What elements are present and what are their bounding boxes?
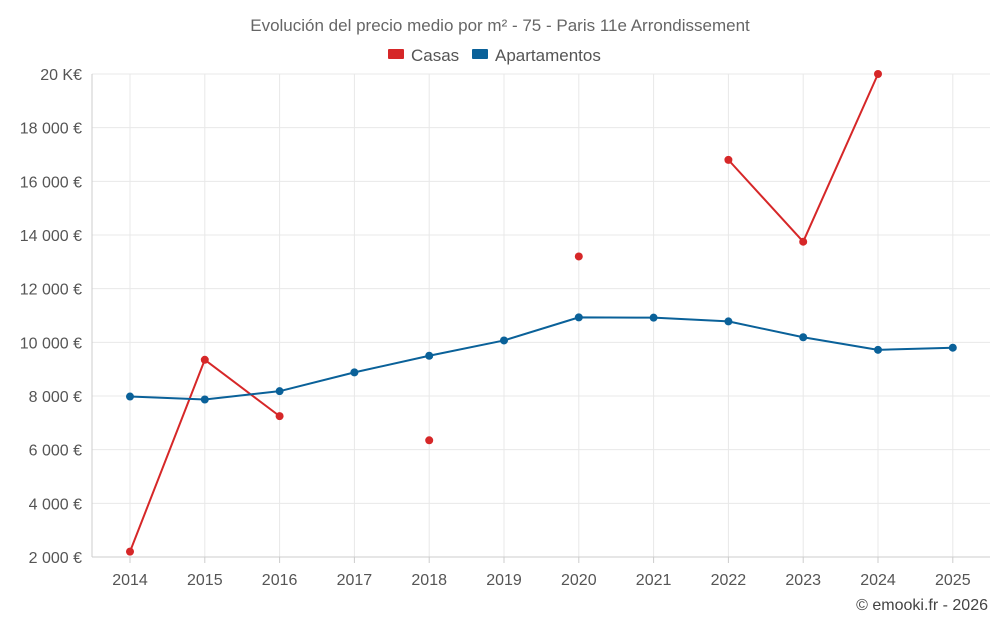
data-point-apartamentos-2016[interactable]	[275, 387, 284, 396]
data-point-apartamentos-2024[interactable]	[874, 345, 882, 354]
x-tick-label: 2024	[860, 572, 896, 589]
legend-label-apartamentos[interactable]: Apartamentos	[495, 46, 601, 65]
x-tick-label: 2022	[711, 572, 747, 589]
legend-label-casas[interactable]: Casas	[411, 46, 459, 65]
data-point-apartamentos-2018[interactable]	[425, 351, 434, 360]
y-tick-label: 2 000 €	[29, 550, 82, 567]
x-tick-label: 2018	[411, 572, 447, 589]
data-point-casas-2018[interactable]	[425, 436, 434, 445]
data-point-apartamentos-2023[interactable]	[799, 333, 808, 342]
x-tick-label: 2021	[636, 572, 672, 589]
series-casas	[126, 70, 882, 556]
y-tick-label: 18 000 €	[20, 121, 82, 138]
y-tick-label: 12 000 €	[20, 282, 82, 299]
data-point-casas-2015[interactable]	[200, 355, 209, 364]
data-point-apartamentos-2022[interactable]	[724, 317, 733, 326]
data-point-apartamentos-2025[interactable]	[948, 343, 957, 352]
chart-title: Evolución del precio medio por m² - 75 -…	[250, 16, 750, 35]
y-tick-label: 16 000 €	[20, 174, 82, 191]
series-apartamentos	[126, 313, 957, 404]
x-tick-label: 2016	[262, 572, 298, 589]
legend-swatch-casas[interactable]	[388, 49, 404, 59]
y-tick-label: 6 000 €	[29, 443, 82, 460]
x-tick-label: 2015	[187, 572, 223, 589]
data-point-casas-2022[interactable]	[724, 155, 733, 164]
data-point-apartamentos-2020[interactable]	[574, 313, 583, 322]
data-point-apartamentos-2015[interactable]	[200, 395, 209, 404]
data-point-casas-2023[interactable]	[799, 237, 808, 246]
y-tick-label: 4 000 €	[29, 496, 82, 513]
data-point-apartamentos-2017[interactable]	[350, 368, 359, 377]
x-tick-label: 2019	[486, 572, 522, 589]
data-point-casas-2024[interactable]	[874, 70, 882, 78]
legend: Casas Apartamentos	[388, 46, 601, 65]
x-tick-label: 2014	[112, 572, 148, 589]
series-line-apartamentos	[129, 316, 954, 401]
series	[126, 70, 957, 556]
legend-swatch-apartamentos[interactable]	[472, 49, 488, 59]
data-point-apartamentos-2021[interactable]	[649, 313, 658, 322]
y-tick-label: 10 000 €	[20, 335, 82, 352]
grid	[91, 73, 990, 558]
x-tick-label: 2020	[561, 572, 597, 589]
y-tick-label: 8 000 €	[29, 389, 82, 406]
data-point-casas-2020[interactable]	[574, 252, 583, 261]
y-tick-label: 20 K€	[40, 67, 82, 84]
y-tick-label: 14 000 €	[20, 228, 82, 245]
data-point-casas-2014[interactable]	[126, 547, 134, 556]
data-point-casas-2016[interactable]	[275, 412, 284, 421]
x-tick-label: 2023	[785, 572, 821, 589]
x-tick-label: 2017	[337, 572, 373, 589]
credit: © emooki.fr - 2026	[856, 597, 988, 614]
x-tick-label: 2025	[935, 572, 971, 589]
x-axis-ticks: 2014 2015 2016 2017 2018 2019 2020 2021 2022 2023…	[112, 557, 971, 589]
y-axis-ticks: 2 000 € 4 000 € 6 000 € 8 000 € 10 000 € 12 0…	[20, 67, 82, 567]
data-point-apartamentos-2014[interactable]	[126, 392, 134, 401]
data-point-apartamentos-2019[interactable]	[500, 336, 508, 345]
